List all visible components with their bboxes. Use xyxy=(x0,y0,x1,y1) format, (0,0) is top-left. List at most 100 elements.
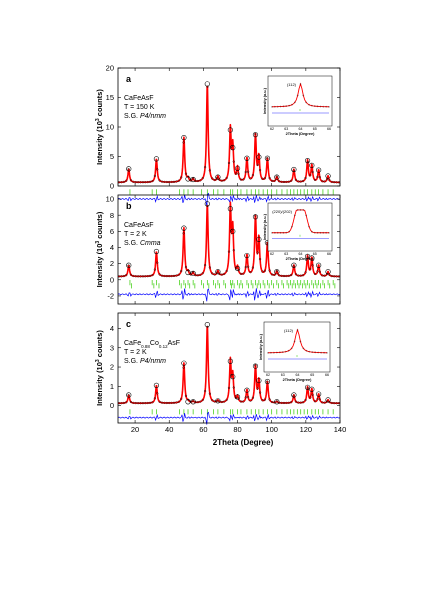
info-text: T = 2 K xyxy=(124,349,147,356)
observed-point xyxy=(232,386,235,389)
observed-point xyxy=(268,398,271,401)
observed-point xyxy=(306,387,309,390)
info-text: S.G. xyxy=(124,240,140,247)
observed-point xyxy=(287,401,290,404)
inset-observed-point xyxy=(319,105,322,108)
observed-point xyxy=(263,177,266,180)
observed-peak-point xyxy=(215,398,221,404)
observed-point xyxy=(313,178,317,181)
observed-point xyxy=(220,179,223,182)
observed-point xyxy=(299,180,302,183)
inset-observed-point xyxy=(296,209,299,211)
y-axis-title: Intensity (103 counts) xyxy=(95,211,104,287)
info-text: P4/nmm xyxy=(140,358,166,365)
observed-point xyxy=(156,261,159,264)
observed-point xyxy=(278,274,281,277)
observed-point xyxy=(242,272,245,275)
inset-observed-point xyxy=(328,106,330,108)
observed-point xyxy=(215,399,219,402)
inset-observed-point xyxy=(325,232,327,234)
observed-peak-point xyxy=(181,225,187,231)
observed-point xyxy=(294,273,298,276)
observed-point xyxy=(323,274,326,277)
observed-point xyxy=(160,180,164,183)
observed-point xyxy=(223,179,226,182)
inset-plot: (112) Intensity (a.u.) 62 63 64 65 66 2Theta (D… xyxy=(263,75,333,136)
observed-peak-point xyxy=(230,228,236,234)
observed-peak-point xyxy=(185,269,191,276)
observed-point xyxy=(206,85,209,88)
y-tick-label: 0 xyxy=(110,275,114,284)
observed-point xyxy=(137,275,140,278)
inset-peak-label: (112) xyxy=(287,82,297,87)
observed-point xyxy=(242,178,245,181)
y-axis-title-exponent: 3 xyxy=(95,241,101,244)
inset-plot: (112) Intensity (a.u.) 62 63 64 65 66 2Theta (D… xyxy=(259,321,331,382)
observed-peak-point xyxy=(244,252,250,259)
inset-x-tick-label: 62 xyxy=(270,252,274,256)
inset-observed-point xyxy=(291,103,293,106)
info-text: T = 2 K xyxy=(124,231,147,238)
difference-curve xyxy=(117,288,341,302)
y-axis-title-part: counts) xyxy=(95,330,104,360)
observed-point xyxy=(170,180,173,184)
observed-point xyxy=(170,274,173,278)
observed-point xyxy=(309,174,312,177)
observed-point xyxy=(254,132,257,135)
observed-peak-point xyxy=(153,248,160,255)
observed-peak-point xyxy=(227,127,233,133)
observed-point xyxy=(261,177,264,180)
observed-point xyxy=(313,272,317,276)
observed-point xyxy=(302,401,305,404)
sample-info-line: CaFe0.88Co0.12AsF xyxy=(124,340,180,349)
inset-observed-point xyxy=(302,347,305,350)
observed-point xyxy=(254,364,257,367)
observed-peak-point xyxy=(291,262,297,268)
observed-point xyxy=(201,272,204,275)
y-tick-label: -2 xyxy=(107,292,114,301)
observed-point xyxy=(321,274,324,277)
observed-peak-point xyxy=(274,269,280,275)
observed-point xyxy=(285,180,288,184)
sample-info-line: T = 150 K xyxy=(124,104,155,111)
inset-observed-point xyxy=(279,351,281,354)
observed-point xyxy=(244,265,247,269)
x-tick-label: 40 xyxy=(165,425,173,434)
inset-observed-point xyxy=(299,83,302,85)
observed-peak-point xyxy=(291,166,297,173)
observed-point xyxy=(247,265,250,268)
inset-observed-point xyxy=(276,105,279,108)
observed-point xyxy=(125,274,128,277)
observed-peak-point xyxy=(204,81,210,87)
observed-point xyxy=(180,176,183,179)
inset-observed-point xyxy=(322,105,325,108)
observed-peak-point xyxy=(274,174,280,180)
difference-curve xyxy=(117,411,341,425)
observed-point xyxy=(270,273,274,276)
y-axis-title-exponent: 3 xyxy=(95,118,101,121)
info-text: Cmma xyxy=(140,240,161,247)
observed-point xyxy=(256,163,259,166)
observed-point xyxy=(247,170,250,173)
observed-point xyxy=(165,401,168,405)
observed-peak-point xyxy=(309,255,315,261)
x-tick-label: 120 xyxy=(300,425,313,434)
observed-point xyxy=(163,180,166,184)
observed-point xyxy=(227,250,231,253)
sample-info-line: T = 2 K xyxy=(124,231,147,238)
observed-point xyxy=(292,265,295,268)
observed-point xyxy=(201,398,204,402)
observed-point xyxy=(129,400,133,404)
inset-observed-point xyxy=(282,232,285,234)
inset-observed-point xyxy=(305,214,307,217)
observed-point xyxy=(294,178,298,181)
inset-observed-point xyxy=(296,94,299,97)
inset-observed-point xyxy=(290,347,293,350)
observed-point xyxy=(125,401,128,404)
observed-point xyxy=(177,400,180,403)
observed-point xyxy=(211,177,214,180)
observed-point xyxy=(160,401,164,404)
sample-info-line: CaFeAsF xyxy=(124,222,154,229)
sample-info-line: S.G. P4/nmm xyxy=(124,113,166,120)
